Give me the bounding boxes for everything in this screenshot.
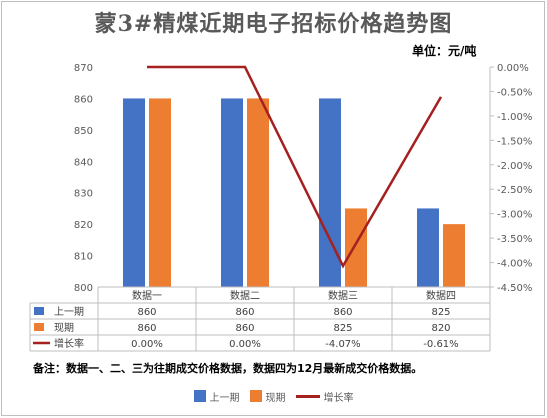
- bar-prev-2: [319, 98, 341, 287]
- table-cell-1-1: 860: [235, 323, 254, 334]
- y-right-tick-8: -4.00%: [497, 259, 532, 270]
- bar-curr-2: [345, 208, 367, 287]
- legend-swatch-curr: [249, 390, 262, 402]
- y-left-tick-1: 810: [74, 252, 93, 263]
- table-cell-2-0: 0.00%: [131, 339, 163, 350]
- y-left-tick-3: 830: [74, 189, 93, 200]
- table-cell-1-0: 860: [137, 323, 156, 334]
- bar-curr-3: [443, 224, 465, 287]
- table-row-label-2: 增长率: [54, 337, 84, 350]
- legend-item-curr: 现期: [249, 389, 286, 404]
- unit-label: 单位：元/吨: [412, 44, 477, 58]
- bar-curr-1: [247, 98, 269, 287]
- y-left-tick-4: 840: [74, 157, 93, 168]
- table-cell-2-2: -4.07%: [325, 339, 360, 350]
- category-label-2: 数据三: [328, 289, 358, 302]
- y-left-tick-6: 860: [74, 94, 93, 105]
- y-right-tick-5: -2.50%: [497, 185, 532, 196]
- table-cell-2-1: 0.00%: [229, 339, 261, 350]
- bar-prev-3: [417, 208, 439, 287]
- y-right-tick-1: -0.50%: [497, 87, 532, 98]
- category-label-3: 数据四: [426, 289, 456, 302]
- legend-swatch-growth: [295, 394, 320, 398]
- bar-prev-1: [221, 98, 243, 287]
- y-left-tick-5: 850: [74, 126, 93, 137]
- y-right-tick-6: -3.00%: [497, 210, 532, 221]
- legend-swatch-prev: [193, 390, 206, 402]
- y-left-tick-7: 870: [74, 63, 93, 74]
- table-cell-0-3: 825: [431, 307, 450, 318]
- bar-prev-0: [123, 98, 145, 287]
- table-cell-0-0: 860: [137, 307, 156, 318]
- y-right-tick-9: -4.50%: [497, 283, 532, 294]
- y-left-tick-0: 800: [74, 283, 93, 294]
- footnote: 备注：数据一、二、三为往期成交价格数据，数据四为12月最新成交价格数据。: [33, 362, 423, 375]
- table-key-1: [34, 323, 44, 331]
- legend-label-prev: 上一期: [209, 392, 240, 404]
- table-cell-1-2: 825: [333, 323, 352, 334]
- legend: 上一期 现期 增长率: [0, 388, 547, 404]
- legend-item-growth: 增长率: [295, 389, 354, 404]
- legend-item-prev: 上一期: [193, 389, 240, 404]
- table-cell-0-1: 860: [235, 307, 254, 318]
- chart-title: 蒙3#精煤近期电子招标价格趋势图: [94, 11, 453, 37]
- legend-label-growth: 增长率: [323, 392, 354, 404]
- table-cell-2-3: -0.61%: [423, 339, 458, 350]
- y-right-tick-7: -3.50%: [497, 234, 532, 245]
- table-cell-0-2: 860: [333, 307, 352, 318]
- table-cell-1-3: 820: [431, 323, 450, 334]
- growth-line: [147, 65, 443, 269]
- table-row-label-0: 上一期: [54, 306, 84, 318]
- table-row-label-1: 现期: [54, 322, 74, 334]
- legend-label-curr: 现期: [265, 392, 286, 404]
- table-key-0: [34, 307, 44, 315]
- category-label-0: 数据一: [132, 289, 162, 302]
- category-label-1: 数据二: [230, 289, 260, 302]
- y-right-tick-4: -2.00%: [497, 161, 532, 172]
- y-right-tick-0: 0.00%: [497, 63, 529, 74]
- y-right-tick-2: -1.00%: [497, 112, 532, 123]
- y-left-tick-2: 820: [74, 220, 93, 231]
- bar-curr-0: [149, 98, 171, 287]
- y-right-tick-3: -1.50%: [497, 136, 532, 147]
